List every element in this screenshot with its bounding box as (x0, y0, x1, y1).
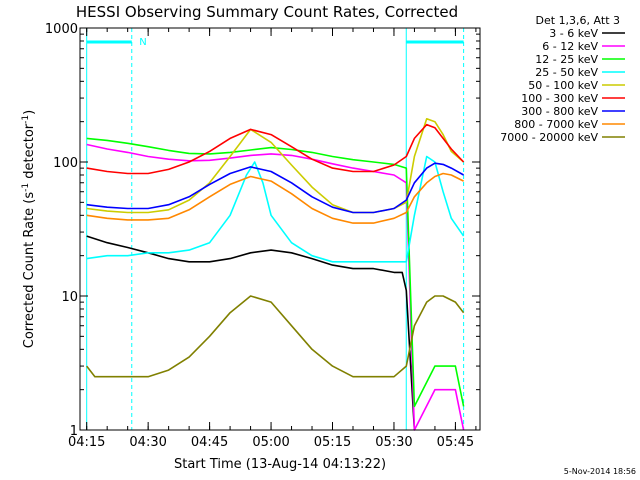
y-axis-label: Corrected Count Rate (s-1 detector-1) (21, 110, 37, 348)
legend-label-0: 3 - 6 keV (549, 27, 598, 40)
y-axis-label-sup2: -1 (21, 115, 31, 124)
y-tick-label-3: 1000 (45, 22, 78, 37)
series-line-8 (86, 295, 465, 378)
chart-title: HESSI Observing Summary Count Rates, Cor… (76, 3, 458, 21)
x-tick-label-0: 04:15 (68, 435, 105, 450)
x-axis-label: Start Time (13-Aug-14 04:13:22) (174, 457, 386, 472)
legend-label-3: 25 - 50 keV (535, 66, 598, 79)
x-tick-label-2: 04:45 (191, 435, 228, 450)
legend-label-4: 50 - 100 keV (528, 79, 598, 92)
legend-label-1: 6 - 12 keV (542, 40, 598, 53)
series-line-0 (86, 235, 416, 431)
x-tick-label-1: 04:30 (129, 435, 166, 450)
x-tick-label-4: 05:15 (314, 435, 351, 450)
y-axis-label-main: Corrected Count Rate (s (22, 192, 37, 349)
x-tick-label-5: 05:30 (375, 435, 412, 450)
y-tick-label-1: 10 (61, 290, 78, 305)
legend-header: Det 1,3,6, Att 3 (536, 14, 620, 27)
x-tick-label-6: 05:45 (437, 435, 474, 450)
series-line-2 (86, 137, 465, 408)
y-tick-label-0: 1 (70, 424, 78, 439)
legend-label-7: 800 - 7000 keV (514, 118, 598, 131)
x-tick-label-3: 05:00 (252, 435, 289, 450)
series-line-4 (86, 118, 465, 214)
y-tick-label-2: 100 (53, 156, 78, 171)
legend-label-5: 100 - 300 keV (521, 92, 598, 105)
series-line-3 (86, 155, 465, 263)
axes-ticks: 1 10 100 1000 04:15 04:30 04:45 05:00 05:15 05:30… (45, 22, 480, 450)
y-axis-label-end: ) (22, 110, 37, 115)
series-layer (86, 118, 465, 431)
series-line-6 (86, 162, 464, 214)
y-axis-label-mid: detector (22, 123, 37, 183)
night-annotation-n: N (139, 37, 146, 48)
footer-date: 5-Nov-2014 18:56 (564, 467, 636, 476)
series-line-7 (86, 172, 464, 224)
legend-label-6: 300 - 800 keV (521, 105, 598, 118)
legend-label-8: 7000 - 20000 keV (500, 131, 598, 144)
plot-frame (79, 27, 481, 431)
series-line-5 (86, 123, 465, 175)
y-axis-label-sup1: -1 (21, 183, 31, 192)
legend-label-2: 12 - 25 keV (535, 53, 598, 66)
